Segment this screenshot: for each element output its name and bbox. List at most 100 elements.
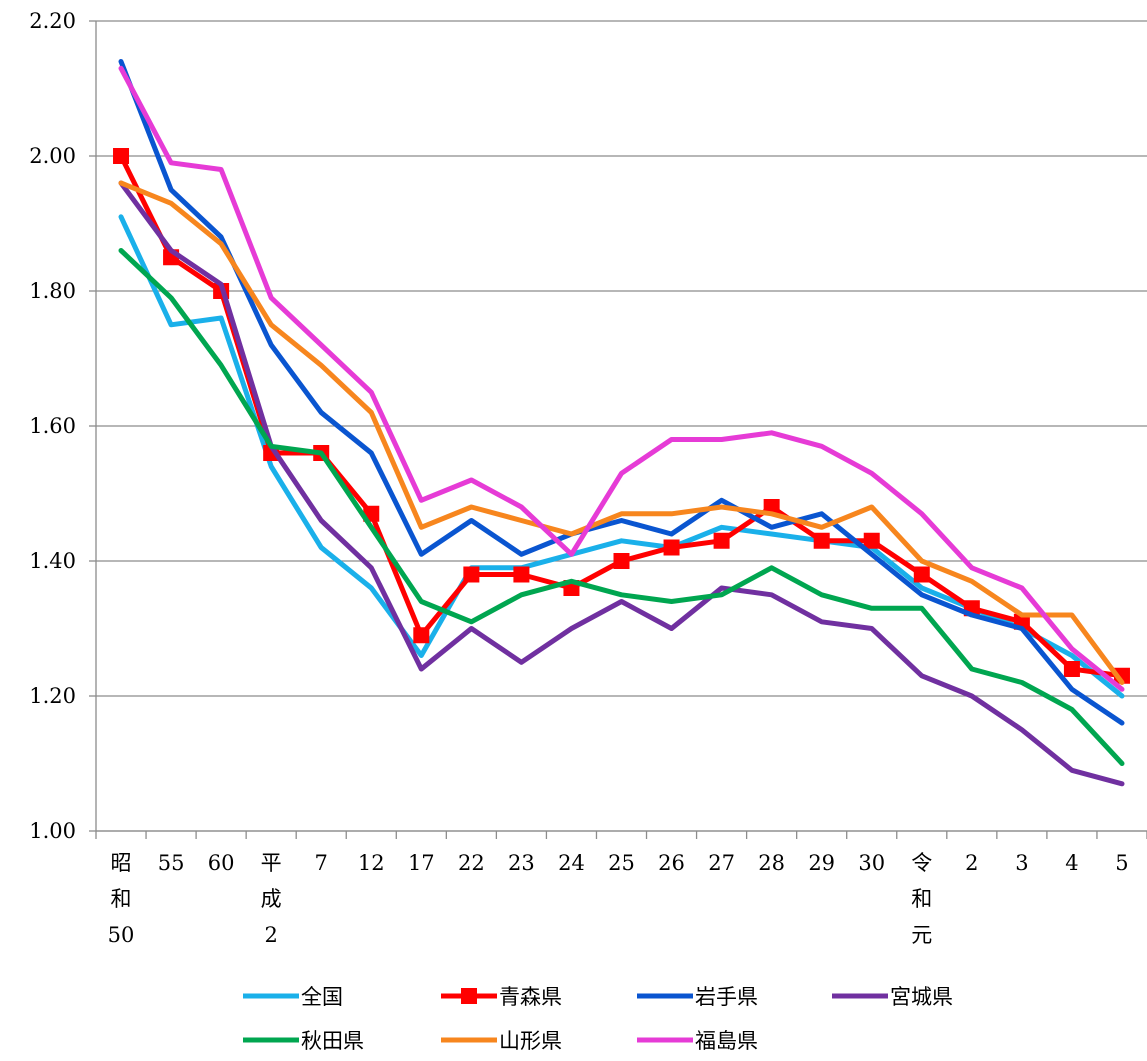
data-point-5 [1071,614,1073,616]
data-point-2 [370,452,372,454]
data-point-6 [1071,648,1073,650]
data-point-5 [520,520,522,521]
data-point-6 [320,344,322,346]
data-point-4 [170,297,172,299]
y-tick-label: 2.20 [29,9,76,33]
data-point-2 [771,526,773,528]
data-point-4 [921,607,923,609]
data-point-2 [170,189,172,191]
data-point-3 [621,601,622,602]
x-tick-label: 27 [708,851,735,875]
data-point-3 [871,628,873,629]
data-point-5 [120,182,122,184]
x-tick-label: 成 [261,887,282,911]
data-point-2 [721,499,723,501]
legend-label-2: 岩手県 [695,985,758,1009]
x-tick-label: 昭 [111,851,132,875]
data-point-3 [1121,783,1123,785]
data-point-0 [170,324,172,326]
y-axis-ticks: 1.00 1.20 1.40 1.60 1.80 2.00 2.20 [29,9,76,843]
data-point-2 [1071,688,1073,690]
x-tick-label: 55 [158,851,185,875]
data-point-0 [320,547,322,548]
x-tick-label: 和 [111,887,132,911]
data-point-5 [821,526,823,528]
data-point-5 [971,580,973,582]
data-point-1 [463,566,480,583]
data-point-4 [971,668,973,670]
data-point-4 [721,594,723,596]
data-point-4 [220,364,222,366]
x-tick-label: 28 [758,851,785,875]
data-point-5 [420,526,422,528]
data-point-5 [570,533,572,535]
data-point-2 [520,553,522,555]
x-tick-label: 29 [808,851,835,875]
data-point-3 [921,675,923,677]
data-point-0 [621,540,622,542]
data-point-0 [1071,655,1073,656]
data-point-6 [621,472,622,474]
x-tick-label: 50 [108,923,135,947]
x-tick-label: 60 [208,851,235,875]
data-point-6 [671,439,673,440]
legend-marker-1 [461,988,477,1004]
y-tick-label: 1.20 [29,684,76,708]
data-point-4 [520,594,522,596]
legend-label-5: 山形県 [499,1029,562,1053]
data-point-0 [771,533,773,535]
data-point-1 [913,566,930,583]
data-point-0 [120,216,122,218]
series-line-1 [118,153,1125,679]
data-point-5 [320,364,322,366]
data-point-4 [320,452,322,454]
y-tick-label: 2.00 [29,144,76,168]
data-point-1 [413,627,430,644]
data-point-2 [1021,628,1023,629]
data-point-5 [621,513,622,515]
data-point-1 [1063,661,1080,677]
series-lines [113,59,1130,787]
x-tick-label: 2 [264,923,277,947]
data-point-4 [270,445,272,447]
data-point-4 [1121,763,1123,764]
data-point-0 [370,587,372,589]
data-point-4 [671,601,673,602]
data-point-4 [621,594,622,596]
data-point-5 [470,506,472,508]
y-tick-label: 1.40 [29,549,76,573]
data-point-3 [370,567,372,569]
data-point-3 [170,250,172,251]
data-point-0 [1121,695,1123,697]
data-point-3 [320,520,322,521]
legend-label-3: 宮城県 [890,985,953,1009]
data-point-3 [821,621,823,623]
y-tick-label: 1.80 [29,279,76,303]
data-point-2 [120,61,122,62]
data-point-5 [671,513,673,515]
data-point-2 [420,553,422,555]
data-point-6 [821,445,823,447]
data-point-3 [1071,769,1073,771]
data-point-6 [470,479,472,481]
data-point-5 [1021,614,1023,616]
data-point-4 [1021,682,1023,683]
data-point-1 [813,532,830,549]
data-point-2 [921,594,923,596]
data-point-1 [663,539,680,556]
data-point-2 [671,533,673,535]
data-point-3 [1021,729,1023,731]
data-point-0 [270,466,272,467]
data-point-3 [971,695,973,697]
data-point-3 [771,594,773,596]
data-point-5 [871,506,873,508]
data-point-4 [370,526,372,528]
x-tick-label: 24 [558,851,585,875]
x-tick-label: 和 [911,887,932,911]
data-point-6 [971,567,973,569]
data-point-5 [270,324,272,326]
x-tick-label: 5 [1115,851,1128,875]
